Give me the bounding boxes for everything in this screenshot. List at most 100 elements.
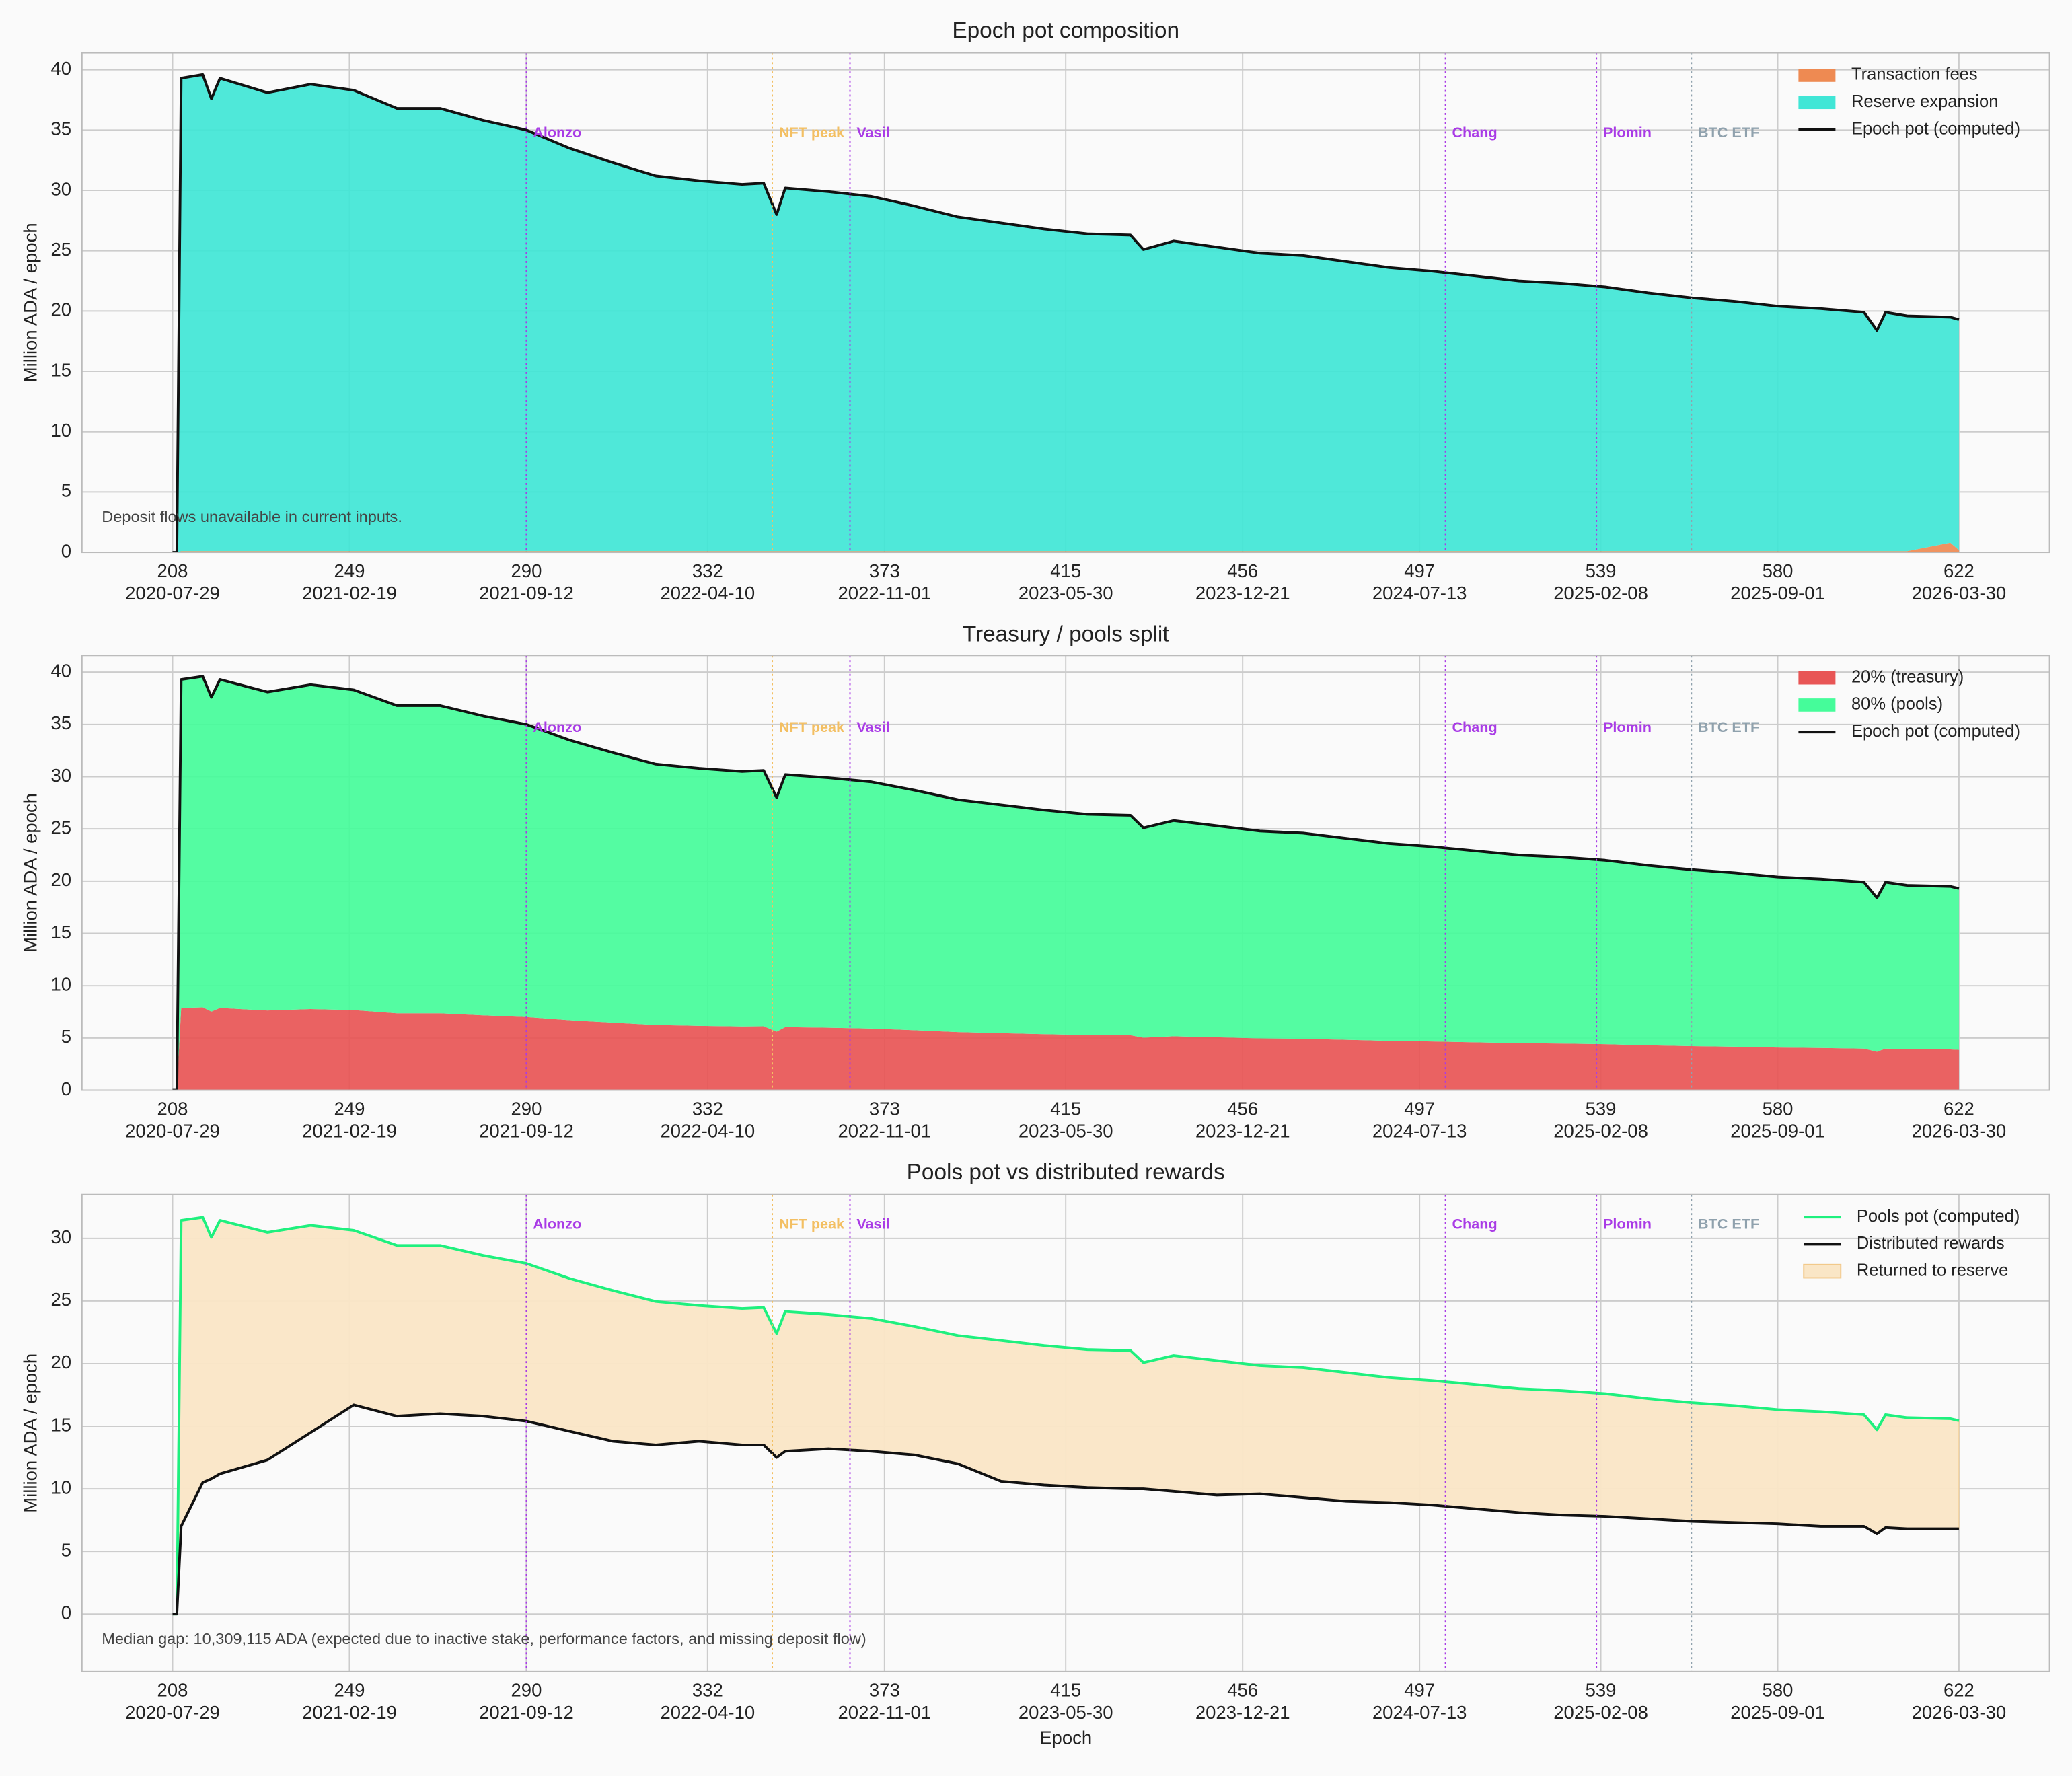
x-tick-label: 539 <box>1586 1098 1617 1119</box>
x-tick-label: 497 <box>1404 1680 1435 1701</box>
annotation: Deposit flows unavailable in current inp… <box>102 508 402 525</box>
chart-title: Treasury / pools split <box>963 622 1169 647</box>
event-label: Alonzo <box>533 718 581 735</box>
x-tick-date: 2025-02-08 <box>1553 1702 1648 1723</box>
x-tick-date: 2023-12-21 <box>1195 583 1290 603</box>
y-tick-label: 25 <box>50 817 71 838</box>
x-tick-label: 290 <box>511 560 542 581</box>
y-tick-label: 0 <box>61 540 71 561</box>
x-tick-date: 2020-07-29 <box>125 583 220 603</box>
event-label: Vasil <box>856 124 889 141</box>
event-label: Plomin <box>1603 1216 1652 1232</box>
x-tick-label: 580 <box>1763 1680 1793 1701</box>
area <box>172 1007 1959 1090</box>
y-tick-label: 10 <box>50 1477 71 1497</box>
x-tick-label: 249 <box>334 1680 365 1701</box>
x-tick-date: 2024-07-13 <box>1372 583 1467 603</box>
x-tick-label: 290 <box>511 1098 542 1119</box>
data-layer <box>172 675 1960 1090</box>
y-tick-label: 10 <box>50 973 71 994</box>
event-label: Vasil <box>856 1216 889 1232</box>
line <box>172 1216 1960 1616</box>
y-tick-label: 40 <box>50 58 71 79</box>
x-tick-date: 2022-04-10 <box>660 1702 755 1723</box>
x-tick-date: 2026-03-30 <box>1912 1702 2007 1723</box>
x-tick-label: 580 <box>1763 560 1793 581</box>
x-tick-label: 332 <box>692 560 723 581</box>
x-tick-label: 373 <box>869 560 900 581</box>
legend-swatch <box>1798 69 1836 82</box>
legend-label: Transaction fees <box>1851 65 1978 84</box>
x-tick-label: 373 <box>869 1680 900 1701</box>
event-label: BTC ETF <box>1698 1216 1759 1232</box>
y-tick-label: 30 <box>50 178 71 199</box>
x-tick-label: 622 <box>1944 1098 1974 1119</box>
event-label: NFT peak <box>779 1216 845 1232</box>
y-tick-label: 0 <box>61 1602 71 1623</box>
legend-swatch <box>1798 698 1836 712</box>
event-label: Alonzo <box>533 124 581 141</box>
event-label: Chang <box>1452 718 1497 735</box>
annotation: Median gap: 10,309,115 ADA (expected due… <box>102 1630 866 1648</box>
x-tick-date: 2020-07-29 <box>125 1121 220 1142</box>
legend-label: 80% (pools) <box>1851 695 1943 714</box>
y-axis-label: Million ADA / epoch <box>20 1354 40 1513</box>
y-tick-label: 5 <box>61 480 71 501</box>
x-tick-label: 580 <box>1763 1098 1793 1119</box>
x-tick-label: 208 <box>157 560 188 581</box>
y-tick-label: 20 <box>50 869 71 890</box>
y-axis-label: Million ADA / epoch <box>20 223 40 382</box>
y-tick-label: 15 <box>50 359 71 380</box>
x-tick-label: 249 <box>334 560 365 581</box>
x-tick-date: 2025-09-01 <box>1730 583 1825 603</box>
x-tick-label: 456 <box>1227 1680 1258 1701</box>
x-tick-label: 539 <box>1586 1680 1617 1701</box>
x-tick-date: 2021-02-19 <box>302 1121 397 1142</box>
x-tick-date: 2021-02-19 <box>302 583 397 603</box>
x-tick-date: 2025-02-08 <box>1553 1121 1648 1142</box>
x-tick-date: 2024-07-13 <box>1372 1702 1467 1723</box>
plot-frame <box>81 655 2050 1091</box>
y-tick-label: 30 <box>50 1226 71 1247</box>
x-tick-label: 249 <box>334 1098 365 1119</box>
x-tick-label: 208 <box>157 1098 188 1119</box>
x-tick-date: 2023-12-21 <box>1195 1702 1290 1723</box>
data-layer <box>172 1216 1960 1616</box>
event-label: Chang <box>1452 124 1497 141</box>
legend-label: Pools pot (computed) <box>1857 1207 2020 1226</box>
y-tick-label: 5 <box>61 1026 71 1047</box>
x-tick-date: 2025-02-08 <box>1553 583 1648 603</box>
subplot: Treasury / pools split Million ADA / epoc… <box>20 622 2050 1142</box>
x-tick-label: 290 <box>511 1680 542 1701</box>
y-tick-label: 10 <box>50 420 71 441</box>
x-tick-label: 622 <box>1944 560 1974 581</box>
x-tick-label: 208 <box>157 1680 188 1701</box>
x-tick-label: 539 <box>1586 560 1617 581</box>
event-label: NFT peak <box>779 718 845 735</box>
legend-label: Epoch pot (computed) <box>1851 722 2020 741</box>
x-tick-date: 2022-11-01 <box>838 1702 931 1723</box>
chart-title: Pools pot vs distributed rewards <box>907 1160 1225 1185</box>
x-tick-date: 2023-05-30 <box>1019 1121 1113 1142</box>
line <box>172 675 1960 1090</box>
x-tick-date: 2021-02-19 <box>302 1702 397 1723</box>
x-tick-date: 2022-11-01 <box>838 1121 931 1142</box>
x-tick-date: 2025-09-01 <box>1730 1121 1825 1142</box>
x-tick-label: 332 <box>692 1098 723 1119</box>
legend-label: Epoch pot (computed) <box>1851 119 2020 138</box>
area <box>172 676 1959 1090</box>
subplot: Pools pot vs distributed rewards Million … <box>20 1160 2050 1748</box>
x-tick-date: 2023-12-21 <box>1195 1121 1290 1142</box>
x-tick-label: 415 <box>1050 560 1081 581</box>
x-tick-date: 2022-04-10 <box>660 583 755 603</box>
y-tick-label: 35 <box>50 712 71 733</box>
x-tick-date: 2026-03-30 <box>1912 583 2007 603</box>
y-tick-label: 15 <box>50 922 71 942</box>
data-layer <box>172 73 1960 553</box>
legend-label: Returned to reserve <box>1857 1261 2009 1280</box>
x-tick-date: 2023-05-30 <box>1019 1702 1113 1723</box>
area <box>172 542 1959 553</box>
x-tick-date: 2021-09-12 <box>479 1121 574 1142</box>
